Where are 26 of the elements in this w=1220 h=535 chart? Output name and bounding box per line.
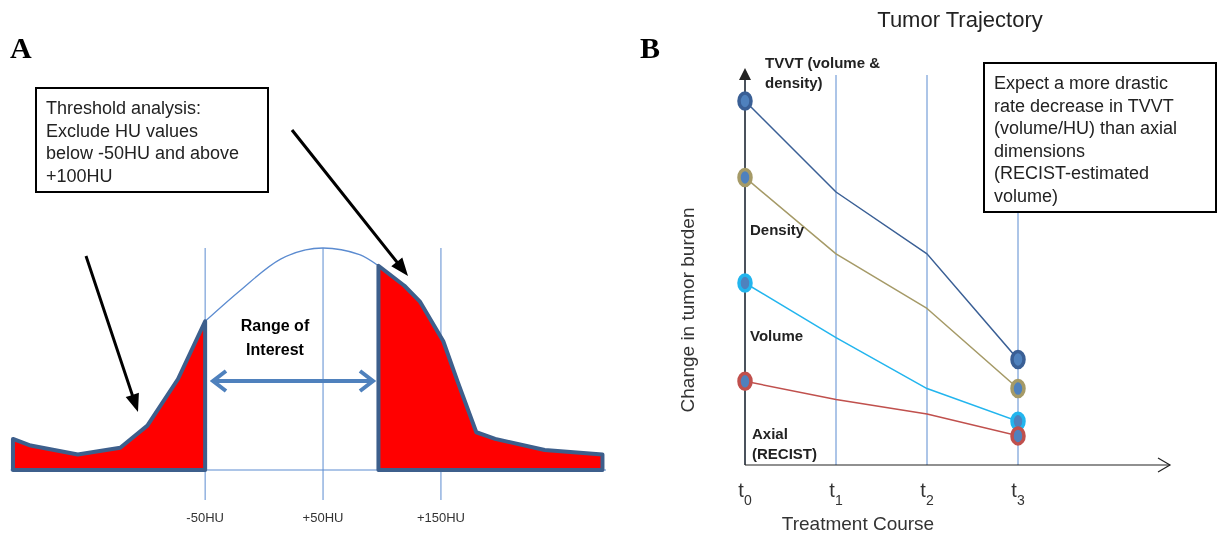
text: B bbox=[640, 31, 661, 64]
point bbox=[737, 273, 753, 293]
point bbox=[1010, 426, 1026, 446]
point bbox=[737, 167, 753, 188]
x-tick-label: +150HU bbox=[416, 510, 465, 525]
series-label: TVVT (volume & density) bbox=[765, 54, 881, 91]
x-tick-label: t$_{0}$ bbox=[738, 479, 752, 508]
series-label: Volume bbox=[750, 327, 804, 344]
text: Threshold analysis: Exclude HU values below -50HU and above +100HU bbox=[46, 98, 240, 186]
point bbox=[1010, 349, 1026, 370]
x-axis-title: Treatment Course bbox=[781, 513, 935, 534]
x-tick-label: t$_{3}$ bbox=[1011, 479, 1025, 508]
point bbox=[1010, 378, 1026, 399]
x-tick-label: +50HU bbox=[302, 510, 344, 525]
text: A bbox=[10, 31, 32, 64]
point bbox=[737, 91, 753, 111]
series-label: Axial (RECIST) bbox=[752, 425, 817, 463]
annotation: Expect a more drastic rate decrease in TVVT (volume/HU) than axial dimensions (RECIST-estimated volume) bbox=[994, 73, 1178, 206]
chart-title: Tumor Trajectory bbox=[877, 7, 1043, 32]
x-tick-label: t$_{2}$ bbox=[920, 479, 934, 508]
x-tick-label: -50HU bbox=[186, 510, 224, 525]
annotation: Range of Interest bbox=[240, 317, 310, 358]
point bbox=[737, 371, 753, 392]
y-axis-title: Change in tumor burden bbox=[677, 207, 698, 413]
series-label: Density bbox=[750, 221, 805, 239]
x-tick-label: t$_{1}$ bbox=[829, 479, 843, 508]
